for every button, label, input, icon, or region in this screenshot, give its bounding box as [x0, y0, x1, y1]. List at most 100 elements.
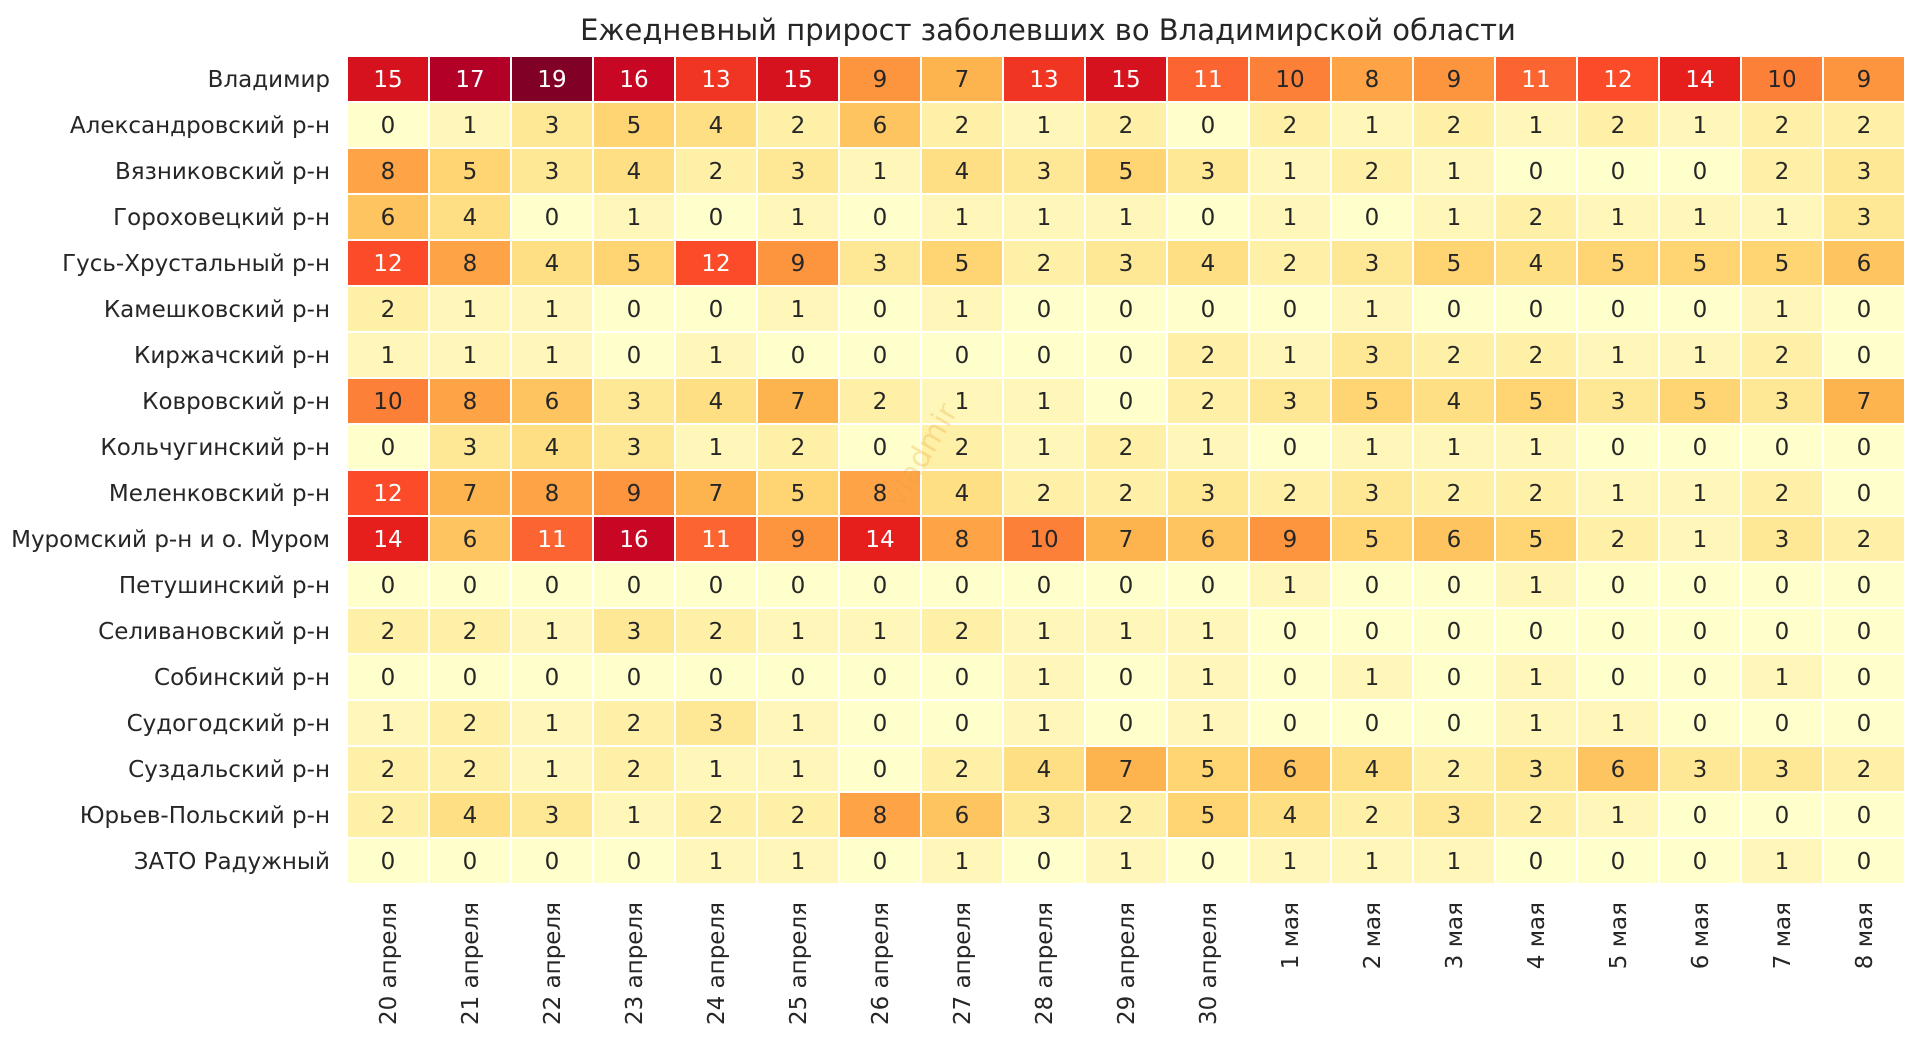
cell-value-label: 2 — [463, 711, 478, 737]
heatmap-cell — [756, 239, 840, 287]
cell-value-label: 2 — [791, 435, 806, 461]
cell-value-label: 3 — [709, 711, 724, 737]
cell-value-label: 2 — [1283, 481, 1298, 507]
heatmap-cell — [1248, 837, 1332, 885]
heatmap-cell — [674, 469, 758, 517]
heatmap-cell — [1822, 285, 1906, 333]
cell-value-label: 0 — [1857, 849, 1872, 875]
heatmap-cell — [428, 469, 512, 517]
heatmap-cell — [1822, 745, 1906, 793]
heatmap-cell — [1166, 469, 1250, 517]
heatmap-cell — [756, 653, 840, 701]
cell-value-label: 8 — [873, 803, 888, 829]
heatmap-cell — [1084, 55, 1168, 103]
cell-value-label: 4 — [709, 389, 724, 415]
cell-value-label: 0 — [1693, 619, 1708, 645]
cell-value-label: 9 — [627, 481, 642, 507]
cell-value-label: 0 — [1693, 803, 1708, 829]
heatmap-cell — [346, 469, 430, 517]
heatmap-cell — [1166, 193, 1250, 241]
cell-value-label: 4 — [955, 481, 970, 507]
cell-value-label: 3 — [463, 435, 478, 461]
cell-value-label: 1 — [791, 849, 806, 875]
cell-value-label: 0 — [1857, 665, 1872, 691]
heatmap-cell — [1494, 193, 1578, 241]
cell-value-label: 0 — [463, 573, 478, 599]
heatmap-cell — [920, 515, 1004, 563]
heatmap-cell — [838, 147, 922, 195]
cell-value-label: 6 — [1283, 757, 1298, 783]
cell-value-label: 10 — [1275, 67, 1304, 93]
cell-value-label: 0 — [1037, 343, 1052, 369]
heatmap-cell — [510, 101, 594, 149]
heatmap-cell — [838, 699, 922, 747]
heatmap-cell — [346, 745, 430, 793]
cell-value-label: 1 — [1365, 665, 1380, 691]
cell-value-label: 0 — [381, 435, 396, 461]
cell-value-label: 8 — [463, 389, 478, 415]
heatmap-cell — [838, 193, 922, 241]
cell-value-label: 2 — [791, 113, 806, 139]
heatmap-cell — [756, 331, 840, 379]
column-label: 8 мая — [1852, 902, 1878, 969]
cell-value-label: 2 — [1119, 481, 1134, 507]
heatmap-cell — [1002, 791, 1086, 839]
heatmap-cell — [592, 791, 676, 839]
cell-value-label: 1 — [545, 297, 560, 323]
heatmap-cell — [1494, 837, 1578, 885]
heatmap-cell — [346, 607, 430, 655]
heatmap-cell — [920, 147, 1004, 195]
cell-value-label: 1 — [381, 711, 396, 737]
heatmap-cell — [674, 561, 758, 609]
cell-value-label: 0 — [709, 573, 724, 599]
column-label: 7 мая — [1770, 902, 1796, 969]
column-label: 1 мая — [1278, 902, 1304, 969]
cell-value-label: 7 — [955, 67, 970, 93]
cell-value-label: 1 — [1365, 297, 1380, 323]
cell-value-label: 1 — [955, 389, 970, 415]
cell-value-label: 0 — [1611, 665, 1626, 691]
cell-value-label: 2 — [1447, 113, 1462, 139]
cell-value-label: 0 — [381, 573, 396, 599]
cell-value-label: 2 — [1775, 481, 1790, 507]
cell-value-label: 2 — [709, 803, 724, 829]
heatmap-cell — [510, 699, 594, 747]
heatmap-cell — [1494, 745, 1578, 793]
heatmap-cell — [1658, 101, 1742, 149]
heatmap-cell — [1330, 285, 1414, 333]
cell-value-label: 1 — [1283, 849, 1298, 875]
row-label: Ковровский р-н — [142, 389, 330, 415]
cell-value-label: 0 — [1857, 297, 1872, 323]
cell-value-label: 2 — [1119, 113, 1134, 139]
cell-value-label: 0 — [709, 205, 724, 231]
column-label: 4 мая — [1524, 902, 1550, 969]
heatmap-cell — [428, 745, 512, 793]
heatmap-cell — [756, 55, 840, 103]
column-label: 27 апреля — [950, 902, 976, 1025]
heatmap-cell — [346, 285, 430, 333]
cell-value-label: 0 — [1447, 665, 1462, 691]
cell-value-label: 7 — [1119, 527, 1134, 553]
cell-value-label: 0 — [1037, 849, 1052, 875]
cell-value-label: 3 — [627, 389, 642, 415]
cell-value-label: 1 — [791, 297, 806, 323]
cell-value-label: 0 — [381, 113, 396, 139]
cell-value-label: 1 — [1693, 205, 1708, 231]
cell-value-label: 1 — [1611, 803, 1626, 829]
cell-value-label: 4 — [955, 159, 970, 185]
cell-value-label: 1 — [1037, 665, 1052, 691]
heatmap-cell — [1002, 285, 1086, 333]
heatmap-cell — [838, 653, 922, 701]
cell-value-label: 0 — [1611, 619, 1626, 645]
cell-value-label: 0 — [1857, 481, 1872, 507]
row-label: ЗАТО Радужный — [134, 849, 330, 875]
heatmap-cell — [1740, 745, 1824, 793]
cell-value-label: 4 — [463, 803, 478, 829]
cell-value-label: 1 — [1283, 573, 1298, 599]
heatmap-cell — [1494, 147, 1578, 195]
heatmap-cell — [1494, 285, 1578, 333]
heatmap-cell — [592, 147, 676, 195]
cell-value-label: 0 — [1201, 573, 1216, 599]
cell-value-label: 0 — [955, 573, 970, 599]
cell-value-label: 1 — [1119, 205, 1134, 231]
